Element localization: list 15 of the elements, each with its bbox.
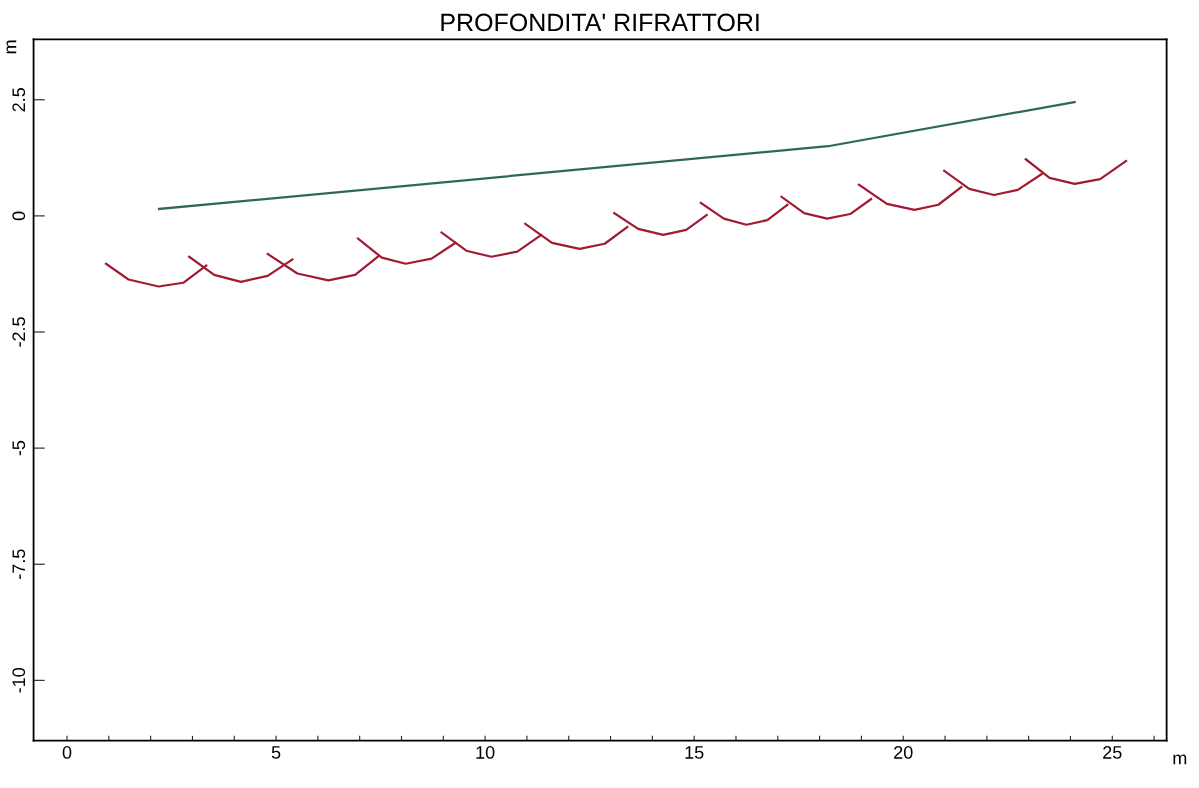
x-tick-label: 5 bbox=[271, 746, 281, 759]
x-tick-label: 10 bbox=[476, 746, 495, 759]
x-tick-label: 15 bbox=[685, 746, 704, 759]
y-tick-label: -5 bbox=[12, 440, 26, 456]
x-tick-label: 25 bbox=[1103, 746, 1122, 759]
x-tick-label: 20 bbox=[894, 746, 913, 759]
y-tick-label: -10 bbox=[12, 668, 26, 693]
y-tick-label: 2.5 bbox=[12, 87, 26, 112]
y-tick-label: 0 bbox=[12, 211, 26, 221]
y-tick-label: -2.5 bbox=[12, 317, 26, 347]
x-tick-label: 0 bbox=[62, 746, 72, 759]
y-axis-title: m bbox=[6, 40, 17, 54]
x-axis-title: m bbox=[1173, 754, 1187, 765]
y-tick-label: -7.5 bbox=[12, 549, 26, 579]
chart-title: PROFONDITA' RIFRATTORI bbox=[441, 13, 759, 32]
